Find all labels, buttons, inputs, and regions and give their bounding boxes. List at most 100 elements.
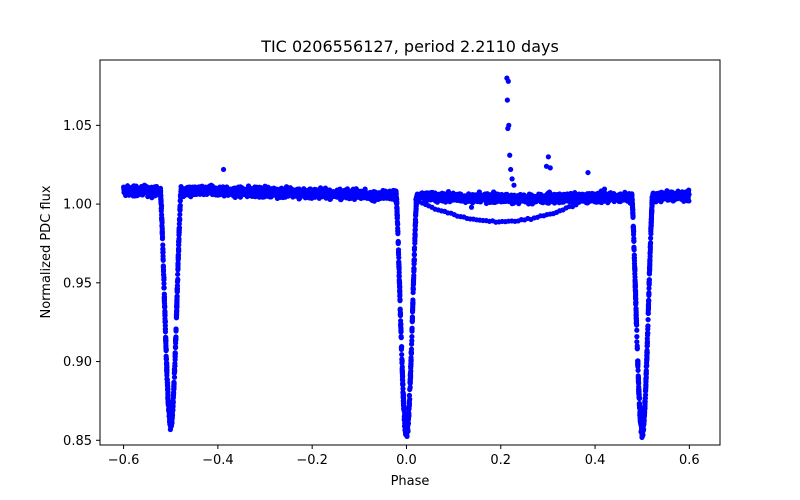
data-point xyxy=(686,187,692,193)
data-point xyxy=(397,296,403,302)
x-tick-label: 0.0 xyxy=(396,453,417,468)
data-point xyxy=(629,204,636,210)
data-point xyxy=(505,78,511,84)
data-point xyxy=(642,404,648,410)
data-point xyxy=(633,292,639,298)
data-point xyxy=(168,414,174,420)
data-point xyxy=(632,277,638,283)
data-point xyxy=(401,403,407,410)
data-point xyxy=(395,252,402,258)
data-point xyxy=(164,360,170,367)
data-point xyxy=(160,256,166,262)
data-point xyxy=(636,401,642,407)
data-point xyxy=(398,335,404,341)
data-point xyxy=(165,383,171,390)
data-point xyxy=(220,166,227,173)
data-point xyxy=(176,232,182,238)
data-point xyxy=(174,296,180,302)
data-point xyxy=(172,363,178,369)
data-point xyxy=(509,176,515,182)
data-point xyxy=(406,403,412,409)
data-point xyxy=(177,193,184,200)
data-point xyxy=(160,246,166,252)
x-tick-label: −0.6 xyxy=(108,453,140,468)
data-point xyxy=(649,194,655,201)
data-point xyxy=(633,321,640,327)
data-point xyxy=(412,240,418,246)
data-point xyxy=(645,330,651,336)
data-point xyxy=(545,154,551,160)
data-point xyxy=(158,205,164,211)
data-point xyxy=(644,352,650,359)
data-point xyxy=(396,261,402,267)
data-point xyxy=(648,235,654,241)
data-point xyxy=(395,238,401,245)
data-point xyxy=(159,217,165,223)
data-point xyxy=(395,231,401,237)
data-point xyxy=(171,374,178,380)
data-point xyxy=(409,315,416,321)
data-point xyxy=(645,310,651,317)
data-point xyxy=(646,281,652,287)
data-point xyxy=(645,323,651,329)
data-point xyxy=(641,413,648,419)
data-point xyxy=(173,312,180,318)
data-point xyxy=(177,211,183,218)
data-point xyxy=(633,313,639,319)
plot-frame xyxy=(99,59,721,446)
data-point xyxy=(648,226,654,233)
data-point xyxy=(172,353,178,359)
data-point xyxy=(168,423,174,429)
data-point xyxy=(643,376,649,382)
data-point xyxy=(409,334,415,340)
data-point xyxy=(396,272,402,278)
data-point xyxy=(645,317,651,323)
data-point xyxy=(631,261,638,267)
data-point xyxy=(411,267,417,273)
data-point xyxy=(631,247,637,253)
data-point xyxy=(394,219,400,225)
data-point xyxy=(412,232,418,238)
data-point xyxy=(139,192,146,198)
chart-title: TIC 0206556127, period 2.2110 days xyxy=(260,37,559,56)
data-point xyxy=(161,280,167,287)
data-point xyxy=(393,196,399,202)
data-point xyxy=(543,163,550,169)
data-point xyxy=(412,227,418,233)
data-point xyxy=(634,343,640,349)
data-point xyxy=(162,326,168,332)
data-point xyxy=(177,198,183,204)
data-point xyxy=(159,224,165,230)
data-point xyxy=(176,248,182,255)
y-axis-label: Normalized PDC flux xyxy=(39,185,54,318)
data-point xyxy=(170,400,176,407)
data-point xyxy=(178,184,184,190)
x-tick-label: −0.2 xyxy=(296,453,328,468)
data-point xyxy=(163,338,169,344)
y-tick-label: 0.90 xyxy=(63,355,92,370)
data-point xyxy=(631,238,637,244)
data-point xyxy=(633,306,639,312)
data-point xyxy=(408,368,414,374)
data-point xyxy=(159,234,166,240)
data-point xyxy=(403,429,409,436)
x-tick-label: 0.4 xyxy=(585,453,606,468)
data-point xyxy=(637,416,643,422)
data-point xyxy=(398,328,404,334)
data-point xyxy=(635,373,641,379)
data-point xyxy=(643,371,649,377)
data-point xyxy=(632,266,638,273)
data-point xyxy=(177,216,183,222)
data-point xyxy=(641,419,647,426)
data-point xyxy=(175,262,181,268)
data-point xyxy=(410,286,416,292)
data-point xyxy=(158,192,164,198)
data-point xyxy=(174,286,180,292)
data-point xyxy=(160,242,166,248)
data-point xyxy=(176,228,182,234)
data-point xyxy=(175,242,182,248)
data-point xyxy=(634,327,640,333)
y-tick-label: 1.05 xyxy=(63,119,92,134)
data-point xyxy=(411,252,417,258)
